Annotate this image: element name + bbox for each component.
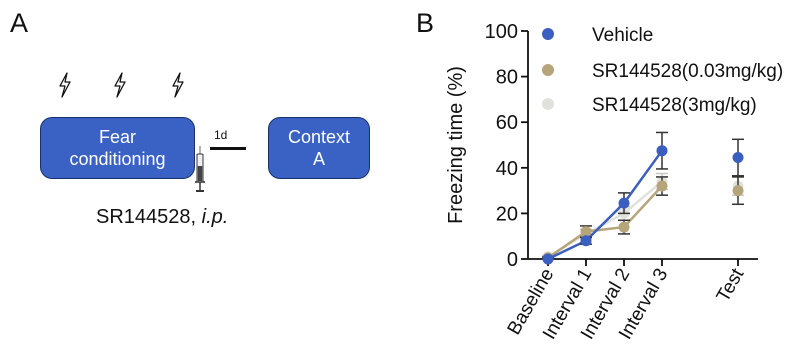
fear-conditioning-label: Fear conditioning: [69, 127, 166, 169]
x-tick-label: Test: [713, 264, 749, 305]
y-tick-label: 20: [496, 203, 518, 225]
legend-label: SR144528(0.03mg/kg): [592, 61, 783, 82]
legend-marker: [542, 98, 554, 110]
y-tick-label: 0: [507, 249, 518, 271]
context-a-box: Context A: [268, 117, 370, 179]
data-point: [732, 152, 744, 164]
lightning-bolt-icon: [172, 72, 184, 98]
data-point: [656, 180, 668, 192]
y-axis-label: Freezing time (%): [445, 66, 467, 224]
panel-b-label: B: [416, 8, 435, 38]
series-line: [547, 149, 664, 261]
legend-label: Vehicle: [592, 25, 653, 46]
legend-marker: [542, 64, 554, 76]
context-a-label: Context A: [287, 127, 351, 169]
data-point: [656, 145, 668, 157]
data-point: [732, 185, 744, 197]
data-point: [618, 221, 630, 233]
legend-label: SR144528(3mg/kg): [592, 95, 757, 116]
data-point: [580, 226, 592, 238]
y-tick-label: 80: [496, 67, 518, 89]
fear-conditioning-box: Fear conditioning: [40, 117, 195, 179]
lightning-bolt-icon: [59, 72, 71, 98]
series-line: [547, 185, 663, 259]
legend-marker: [542, 28, 554, 40]
y-tick-label: 40: [496, 158, 518, 180]
panel-a-label: A: [10, 8, 29, 38]
gap-label: 1d: [214, 128, 228, 142]
lightning-bolt-icon: [114, 72, 126, 98]
drug-label: SR144528, i.p.: [96, 206, 228, 229]
gap-line: [210, 147, 246, 150]
syringe-icon: [195, 146, 205, 192]
data-point: [618, 197, 630, 209]
data-point: [542, 253, 554, 265]
y-tick-label: 60: [496, 112, 518, 134]
drug-name: SR144528,: [96, 206, 202, 228]
drug-route: i.p.: [201, 206, 229, 228]
data-point: [580, 235, 592, 247]
y-tick-label: 100: [485, 21, 518, 43]
